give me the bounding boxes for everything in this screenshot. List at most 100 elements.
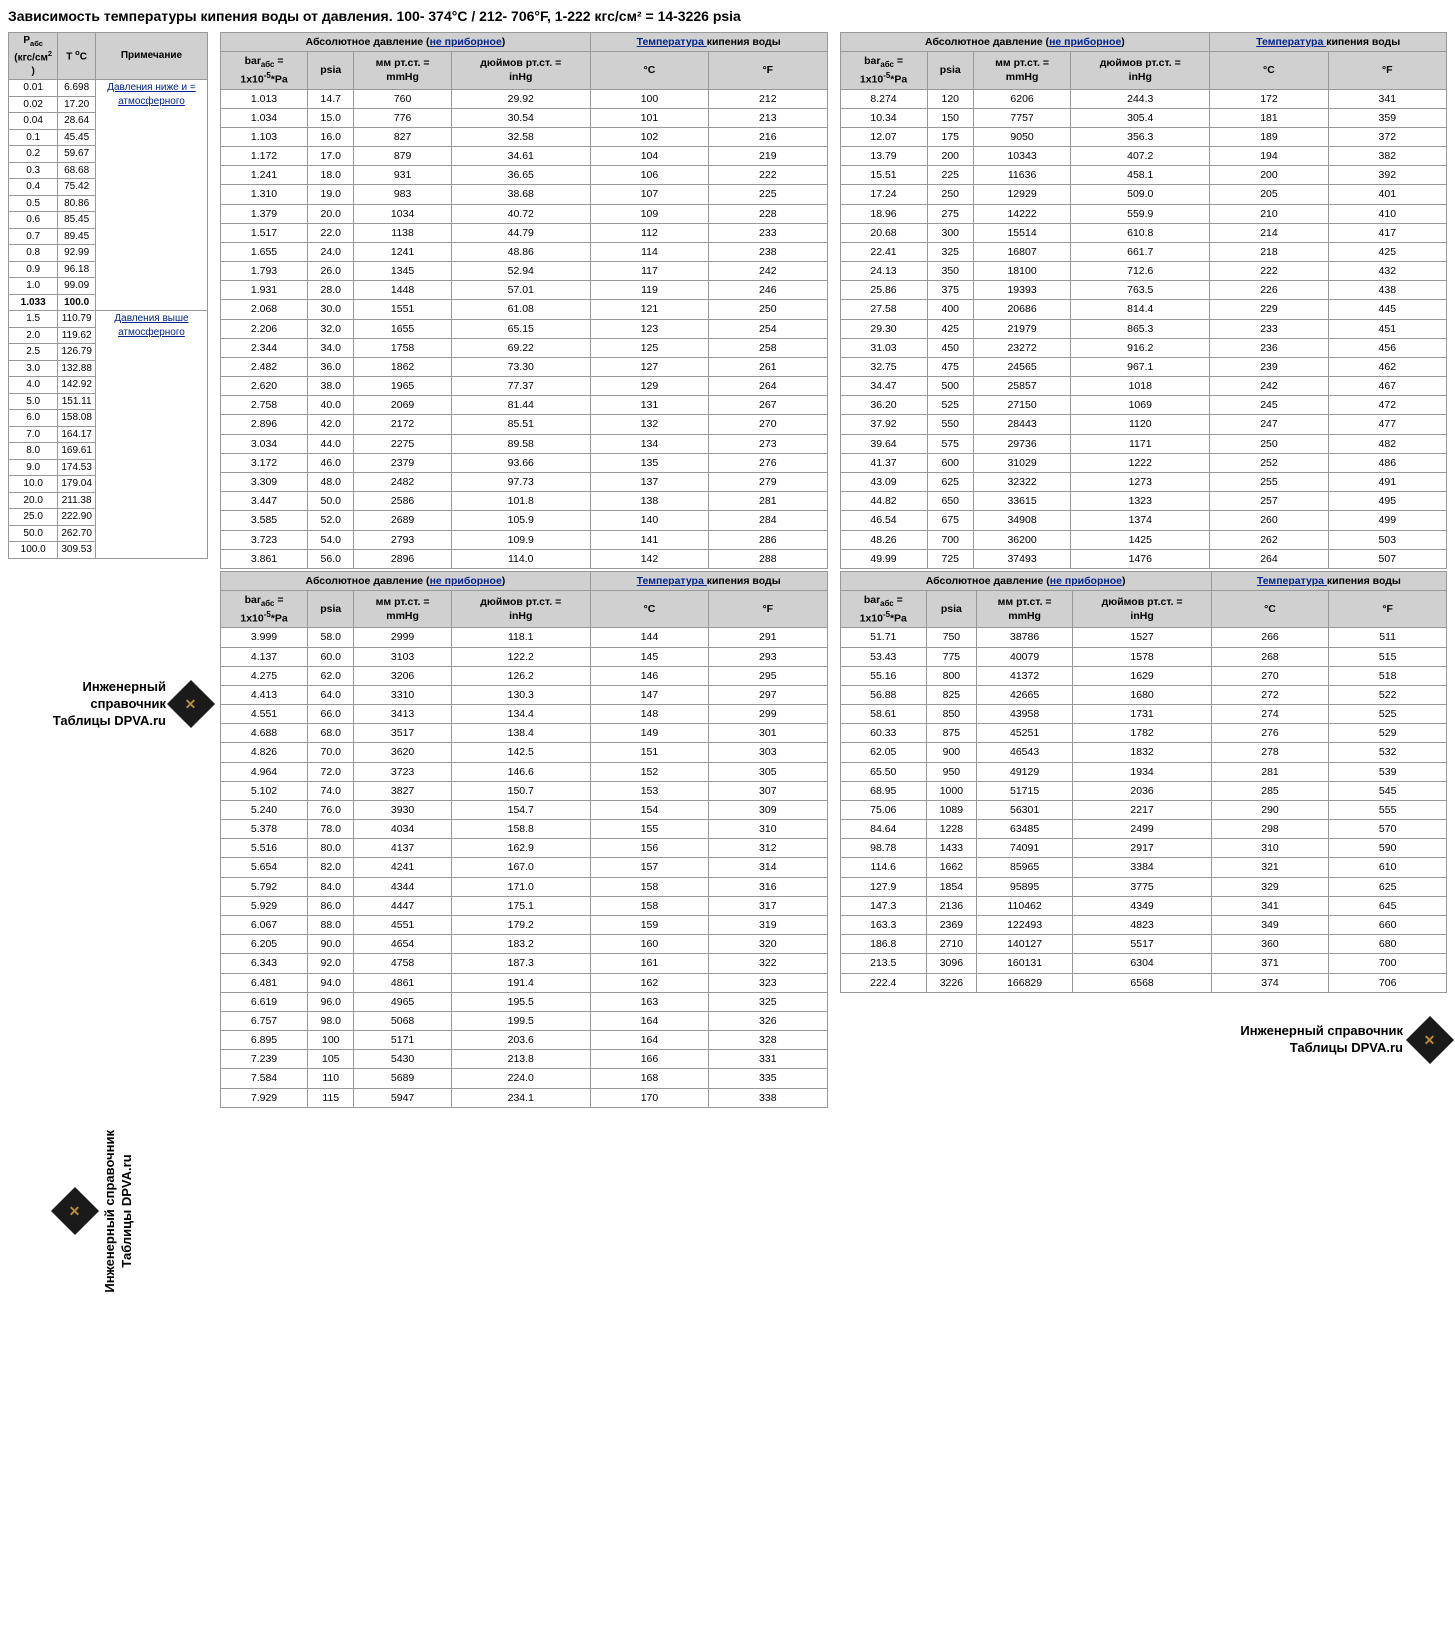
cell: 850 — [927, 705, 977, 724]
table-row: 5.37878.04034158.8155310 — [221, 820, 828, 839]
cell: 114.6 — [840, 858, 927, 877]
cell: 3.447 — [221, 492, 308, 511]
cell-pressure: 20.0 — [9, 492, 58, 509]
cell: 270 — [709, 415, 827, 434]
cell: 100 — [590, 89, 708, 108]
cell: 158 — [590, 877, 708, 896]
cell-pressure: 0.3 — [9, 162, 58, 179]
temp-group-header: Температура кипения воды — [590, 571, 827, 590]
cell: 51.71 — [840, 628, 927, 647]
cell-pressure: 0.9 — [9, 261, 58, 278]
cell-pressure: 2.0 — [9, 327, 58, 344]
cell: 32.75 — [840, 357, 927, 376]
cell-pressure: 3.0 — [9, 360, 58, 377]
cell: 319 — [709, 916, 827, 935]
cell: 127.9 — [840, 877, 927, 896]
temperature-link[interactable]: Температура — [1257, 575, 1327, 587]
cell: 827 — [354, 127, 451, 146]
cell: 158 — [590, 896, 708, 915]
cell-temp: 92.99 — [58, 245, 96, 262]
pressure-link[interactable]: не приборное — [1049, 36, 1121, 48]
note-link[interactable]: Давления ниже и = атмосферного — [95, 80, 207, 311]
cell-pressure: 100.0 — [9, 542, 58, 559]
cell: 261 — [709, 357, 827, 376]
cell: 486 — [1328, 453, 1446, 472]
cell: 74.0 — [308, 781, 354, 800]
cell-pressure: 0.7 — [9, 228, 58, 245]
cell: 1069 — [1071, 396, 1210, 415]
cell: 4.551 — [221, 705, 308, 724]
table-row: 1.65524.0124148.86114238 — [221, 242, 828, 261]
boiling-point-table: Абсолютное давление (не приборное) Темпер… — [220, 32, 828, 569]
cell: 3310 — [354, 685, 451, 704]
cell: 374 — [1211, 973, 1329, 992]
table-row: 84.641228634852499298570 — [840, 820, 1447, 839]
cell: 200 — [1210, 166, 1328, 185]
cell: 425 — [927, 319, 973, 338]
cell-temp: 309.53 — [58, 542, 96, 559]
cell: 27150 — [973, 396, 1070, 415]
cell: 273 — [709, 434, 827, 453]
cell: 224.0 — [451, 1069, 590, 1088]
pressure-link[interactable]: не приборное — [430, 575, 502, 587]
table-row: 3.58552.02689105.9140284 — [221, 511, 828, 530]
note-link[interactable]: Давления выше атмосферного — [95, 311, 207, 559]
cell: 146.6 — [451, 762, 590, 781]
cell-pressure: 0.02 — [9, 96, 58, 113]
cell-pressure: 4.0 — [9, 377, 58, 394]
cell: 375 — [927, 281, 973, 300]
cell: 295 — [709, 666, 827, 685]
pressure-group-header: Абсолютное давление (не приборное) — [221, 33, 591, 52]
cell: 181 — [1210, 108, 1328, 127]
brand-line2: Таблицы DPVA.ru — [1240, 1040, 1403, 1057]
temperature-link[interactable]: Температура — [637, 36, 707, 48]
cell: 191.4 — [451, 973, 590, 992]
cell: 141 — [590, 530, 708, 549]
cell: 122.2 — [451, 647, 590, 666]
cell: 1448 — [354, 281, 451, 300]
cell: 268 — [1211, 647, 1329, 666]
col-fahrenheit: °F — [709, 52, 827, 89]
cell: 359 — [1328, 108, 1446, 127]
cell: 40079 — [976, 647, 1073, 666]
cell: 65.15 — [451, 319, 590, 338]
table-row: 22.4132516807661.7218425 — [840, 242, 1447, 261]
cell: 511 — [1329, 628, 1447, 647]
cell: 3.723 — [221, 530, 308, 549]
cell: 156 — [590, 839, 708, 858]
cell: 244.3 — [1071, 89, 1210, 108]
cell: 89.58 — [451, 434, 590, 453]
cell: 2689 — [354, 511, 451, 530]
temperature-link[interactable]: Температура — [637, 575, 707, 587]
table-row: 5.92986.04447175.1158317 — [221, 896, 828, 915]
cell: 171.0 — [451, 877, 590, 896]
cell: 12.07 — [840, 127, 927, 146]
pressure-link[interactable]: не приборное — [1050, 575, 1122, 587]
cell: 14222 — [973, 204, 1070, 223]
table-row: 68.951000517152036285545 — [840, 781, 1447, 800]
cell: 187.3 — [451, 954, 590, 973]
cell: 247 — [1210, 415, 1328, 434]
table-row: 1.03415.077630.54101213 — [221, 108, 828, 127]
pressure-link[interactable]: не приборное — [430, 36, 502, 48]
cell: 1273 — [1071, 473, 1210, 492]
cell: 4758 — [354, 954, 451, 973]
cell: 51715 — [976, 781, 1073, 800]
table-row: 48.26700362001425262503 — [840, 530, 1447, 549]
table-row: 6.34392.04758187.3161322 — [221, 954, 828, 973]
cell: 154 — [590, 800, 708, 819]
cell: 195.5 — [451, 992, 590, 1011]
cell: 58.0 — [308, 628, 354, 647]
cell: 26.0 — [308, 262, 354, 281]
cell: 4447 — [354, 896, 451, 915]
cell: 36.20 — [840, 396, 927, 415]
cell: 22.0 — [308, 223, 354, 242]
cell: 32322 — [973, 473, 1070, 492]
cell: 4551 — [354, 916, 451, 935]
table-row: 5.24076.03930154.7154309 — [221, 800, 828, 819]
pressure-group-header: Абсолютное давление (не приборное) — [840, 571, 1211, 590]
temperature-link[interactable]: Температура — [1256, 36, 1326, 48]
cell: 967.1 — [1071, 357, 1210, 376]
table-row: 1.93128.0144857.01119246 — [221, 281, 828, 300]
cell: 161 — [590, 954, 708, 973]
